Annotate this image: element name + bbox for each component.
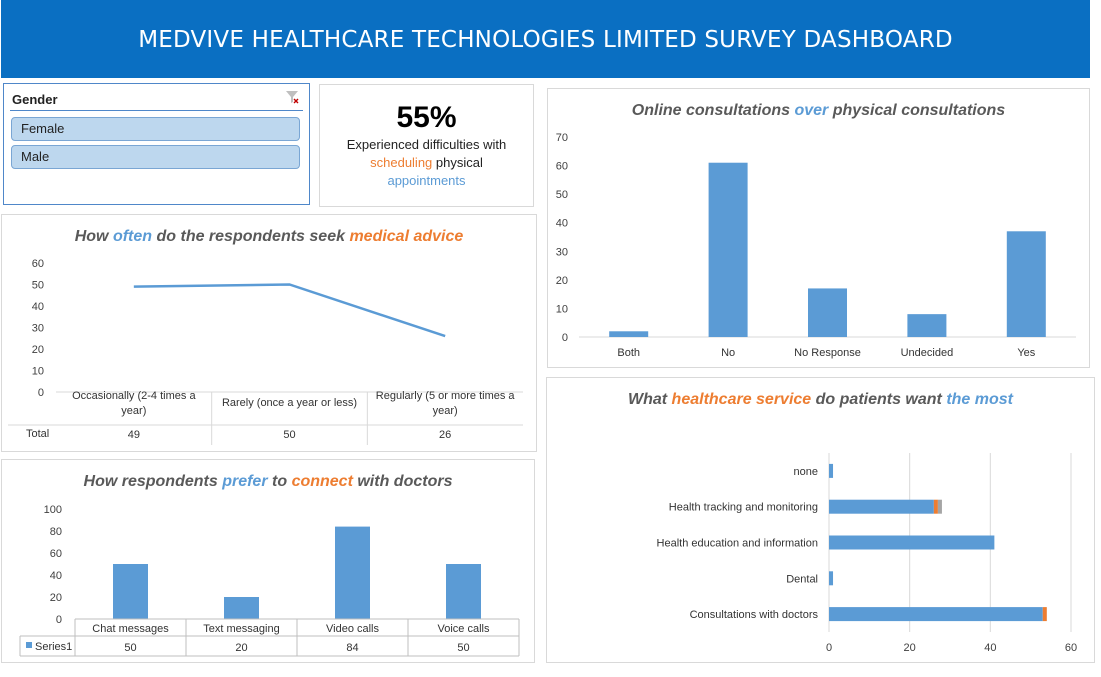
x-category-label: Yes bbox=[1017, 347, 1035, 359]
bar-segment bbox=[829, 607, 1043, 622]
y-tick-label: 60 bbox=[32, 258, 44, 270]
y-tick-label: 0 bbox=[38, 387, 44, 399]
y-category-label: Dental bbox=[786, 573, 818, 585]
table-series-name: Total bbox=[26, 428, 49, 440]
y-tick-label: 40 bbox=[32, 301, 44, 313]
y-tick-label: 100 bbox=[44, 504, 62, 516]
online-chart-panel: Online consultations over physical consu… bbox=[547, 88, 1090, 368]
table-value: 84 bbox=[346, 642, 358, 654]
x-category-label: Occasionally (2-4 times a bbox=[72, 390, 196, 402]
y-tick-label: 40 bbox=[50, 570, 62, 582]
advice-chart-title: How often do the respondents seek medica… bbox=[74, 228, 464, 245]
bar bbox=[907, 314, 947, 337]
x-category-label: Undecided bbox=[901, 347, 954, 359]
y-tick-label: 20 bbox=[50, 592, 62, 604]
bar-segment bbox=[829, 463, 834, 478]
x-category-label: Text messaging bbox=[203, 623, 279, 635]
bar bbox=[1006, 231, 1046, 337]
filter-clear-icon[interactable] bbox=[285, 90, 299, 104]
online-chart-title: Online consultations over physical consu… bbox=[631, 102, 1006, 119]
x-category-label: Voice calls bbox=[438, 623, 490, 635]
kpi-line1: Experienced difficulties with bbox=[346, 137, 507, 152]
y-tick-label: 60 bbox=[50, 548, 62, 560]
connect-bar-chart: 0 20 40 60 80 100 Chat messages 50 Text messagin… bbox=[19, 504, 520, 657]
x-category-label: Video calls bbox=[326, 623, 379, 635]
slicer-item-male[interactable]: Male bbox=[11, 145, 300, 169]
x-category-label: year) bbox=[433, 405, 458, 417]
bar bbox=[335, 526, 370, 619]
kpi-description: Experienced difficulties with scheduling… bbox=[330, 136, 523, 190]
y-category-label: none bbox=[794, 466, 818, 478]
table-series-name: Series1 bbox=[35, 641, 72, 653]
advice-chart-panel: How often do the respondents seek medica… bbox=[1, 214, 537, 452]
x-tick-label: 40 bbox=[984, 642, 996, 654]
y-tick-label: 10 bbox=[556, 303, 568, 315]
kpi-word-appointments: appointments bbox=[387, 173, 466, 188]
bar bbox=[808, 288, 847, 337]
service-bar-chart: 0 20 40 60 none Health tracking and monitorin… bbox=[657, 453, 1077, 654]
x-category-label: year) bbox=[121, 405, 146, 417]
y-category-label: Consultations with doctors bbox=[690, 609, 819, 621]
bar bbox=[446, 564, 481, 619]
bar-segment bbox=[829, 535, 995, 550]
connect-chart-title: How respondents prefer to connect with d… bbox=[83, 473, 453, 490]
y-tick-label: 10 bbox=[32, 366, 44, 378]
bar-segment bbox=[829, 499, 934, 514]
y-tick-label: 70 bbox=[556, 132, 568, 144]
table-value: 50 bbox=[283, 429, 295, 441]
x-tick-label: 0 bbox=[826, 642, 832, 654]
y-category-label: Health education and information bbox=[657, 538, 818, 550]
x-category-label: No Response bbox=[794, 347, 861, 359]
slicer-item-female[interactable]: Female bbox=[11, 117, 300, 141]
bar-segment bbox=[829, 571, 834, 586]
dashboard-banner: MEDVIVE HEALTHCARE TECHNOLOGIES LIMITED … bbox=[1, 0, 1090, 78]
x-category-label: No bbox=[721, 347, 735, 359]
bar bbox=[113, 564, 148, 619]
y-tick-label: 0 bbox=[56, 614, 62, 626]
y-tick-label: 20 bbox=[32, 344, 44, 356]
kpi-value: 55% bbox=[396, 101, 457, 134]
gender-slicer: Gender Female Male bbox=[3, 83, 310, 205]
y-tick-label: 80 bbox=[50, 526, 62, 538]
x-category-label: Chat messages bbox=[92, 623, 169, 635]
kpi-word-scheduling: scheduling bbox=[370, 155, 433, 170]
bar-segment bbox=[937, 499, 942, 514]
connect-chart-panel: How respondents prefer to connect with d… bbox=[1, 459, 535, 663]
bar-segment bbox=[1042, 607, 1047, 622]
kpi-word-physical: physical bbox=[432, 155, 483, 170]
table-value: 50 bbox=[124, 642, 136, 654]
y-tick-label: 50 bbox=[32, 280, 44, 292]
x-category-label: Both bbox=[617, 347, 640, 359]
x-tick-label: 20 bbox=[904, 642, 916, 654]
legend-key bbox=[26, 642, 32, 648]
series-line bbox=[133, 283, 446, 338]
y-tick-label: 60 bbox=[556, 161, 568, 173]
y-tick-label: 20 bbox=[556, 275, 568, 287]
slicer-header: Gender bbox=[12, 92, 58, 107]
x-category-label: Regularly (5 or more times a bbox=[376, 390, 516, 402]
service-chart-title: What healthcare service do patients want… bbox=[628, 391, 1013, 408]
table-value: 26 bbox=[439, 429, 451, 441]
bar bbox=[224, 597, 259, 619]
service-chart-panel: What healthcare service do patients want… bbox=[546, 377, 1095, 663]
online-bar-chart: 0 10 20 30 40 50 60 70 Both No No Response Undecide… bbox=[556, 132, 1076, 359]
bar bbox=[708, 162, 748, 337]
y-tick-label: 30 bbox=[556, 246, 568, 258]
kpi-card: 55% Experienced difficulties with schedu… bbox=[319, 84, 534, 207]
x-category-label: Rarely (once a year or less) bbox=[222, 397, 357, 409]
advice-line-chart: 0 10 20 30 40 50 60 Occasionally (2-4 times a ye… bbox=[8, 258, 523, 445]
table-value: 50 bbox=[457, 642, 469, 654]
y-tick-label: 40 bbox=[556, 218, 568, 230]
dashboard-title: MEDVIVE HEALTHCARE TECHNOLOGIES LIMITED … bbox=[138, 27, 953, 53]
y-tick-label: 50 bbox=[556, 189, 568, 201]
x-tick-label: 60 bbox=[1065, 642, 1077, 654]
table-value: 49 bbox=[128, 429, 140, 441]
y-tick-label: 30 bbox=[32, 323, 44, 335]
slicer-divider bbox=[10, 110, 303, 111]
y-category-label: Health tracking and monitoring bbox=[669, 502, 818, 514]
bar-segment bbox=[933, 499, 938, 514]
table-value: 20 bbox=[235, 642, 247, 654]
bar bbox=[609, 331, 649, 337]
y-tick-label: 0 bbox=[562, 332, 568, 344]
